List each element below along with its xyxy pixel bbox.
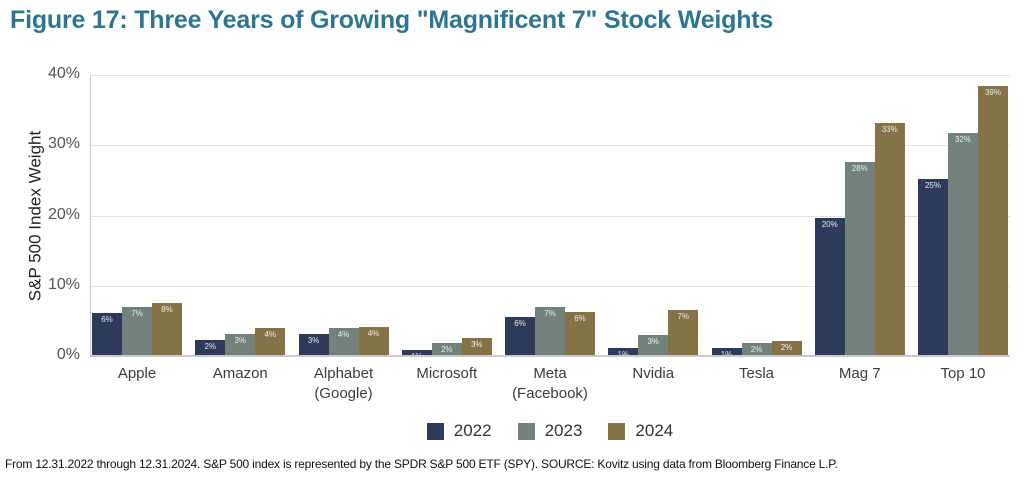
- y-tick-label: 10%: [47, 275, 80, 293]
- y-axis-line: [90, 75, 91, 356]
- y-axis-ticks: 0% 10% 20% 30% 40%: [0, 0, 80, 483]
- bar-value-label: 4%: [367, 328, 380, 338]
- legend-swatch: [517, 422, 535, 440]
- gridline: [90, 145, 1010, 147]
- bar-value-label: 1%: [402, 352, 432, 356]
- bar-value-label: 39%: [984, 88, 1001, 98]
- bar-value-label: 6%: [101, 315, 113, 325]
- x-category-label: Apple: [117, 365, 157, 382]
- y-axis-title: S&P 500 Index Weight: [25, 130, 45, 302]
- legend-swatch: [608, 422, 626, 440]
- bar-2023: 3%: [225, 333, 256, 356]
- bar-2024: 4%: [255, 327, 286, 356]
- legend-swatch: [426, 422, 444, 440]
- bar-group: 20% 28% 33%: [814, 75, 905, 356]
- gridline: [90, 75, 1010, 76]
- bar-2022: 1%: [608, 347, 639, 356]
- bar-value-label: 2%: [204, 341, 217, 351]
- bar-group: 6% 7% 8%: [92, 75, 182, 356]
- bar-value-label: 28%: [851, 164, 868, 174]
- x-category-label: Top 10: [940, 365, 986, 382]
- bar-value-label: 33%: [881, 124, 898, 134]
- bar-2022: 2%: [195, 339, 226, 356]
- bar-2024: 2%: [771, 340, 802, 356]
- bar-2023: 3%: [638, 334, 669, 356]
- bar-group: 1% 2% 2%: [711, 75, 802, 356]
- bar-2024: 6%: [565, 311, 595, 356]
- bar-group: 1% 3% 7%: [608, 75, 699, 356]
- bar-value-label: 25%: [924, 180, 941, 190]
- bar-value-label: 6%: [514, 318, 526, 328]
- bar-value-label: 8%: [161, 304, 173, 314]
- y-tick-label: 20%: [47, 205, 80, 223]
- bar-2024: 39%: [978, 86, 1008, 356]
- bar-group: 3% 4% 4%: [298, 75, 389, 356]
- x-category-label: Microsoft: [416, 365, 478, 382]
- bar-value-label: 4%: [264, 329, 277, 339]
- y-tick-label: 30%: [47, 135, 80, 153]
- bar-2023: 7%: [122, 306, 152, 356]
- bar-group: 25% 32% 39%: [918, 75, 1008, 356]
- y-tick-label: 40%: [47, 65, 80, 82]
- gridline: [90, 285, 1010, 287]
- bar-value-label: 3%: [307, 336, 320, 346]
- bar-2022: 20%: [814, 218, 845, 356]
- x-category-label: Amazon: [212, 365, 268, 382]
- bar-value-label: 3%: [647, 336, 660, 346]
- legend-label: 2024: [635, 421, 674, 440]
- bar-group: 1% 2% 3%: [401, 75, 492, 356]
- gridline: [90, 215, 1010, 217]
- legend-item-2024: 2024: [608, 421, 673, 441]
- bar-value-label: 7%: [677, 311, 690, 321]
- bar-2023: 2%: [431, 342, 462, 356]
- source-footnote: From 12.31.2022 through 12.31.2024. S&P …: [5, 457, 838, 471]
- bar-2022: 6%: [92, 313, 122, 356]
- bar-2022: 25%: [918, 178, 948, 356]
- bar-value-label: 32%: [954, 135, 971, 145]
- bar-2023: 32%: [948, 133, 978, 356]
- bar-value-label: 4%: [337, 329, 350, 339]
- legend-item-2022: 2022: [426, 421, 492, 441]
- x-category-label: Alphabet (Google): [313, 365, 374, 403]
- bar-group: 6% 7% 6%: [505, 75, 595, 356]
- figure-title: Figure 17: Three Years of Growing "Magni…: [10, 6, 774, 34]
- bar-2024: 33%: [874, 122, 905, 356]
- bar-value-label: 2%: [750, 344, 763, 354]
- bar-value-label: 3%: [470, 339, 483, 349]
- bar-2023: 4%: [328, 327, 359, 356]
- bar-value-label: 1%: [720, 350, 733, 356]
- bar-value-label: 1%: [617, 349, 630, 356]
- bar-value-label: 7%: [544, 308, 556, 318]
- bar-group: 2% 3% 4%: [195, 75, 286, 356]
- bar-2023: 28%: [844, 162, 875, 356]
- bar-2024: 8%: [152, 302, 182, 356]
- bar-2022: 6%: [505, 316, 535, 356]
- chart-plot-area: 6% 7% 8% 2% 3% 4% 3% 4% 4% 1% 2% 3% 6% 7% 6% 1% 3% 7% 1% 2%…: [90, 75, 1010, 356]
- chart-legend: 2022 2023 2024: [90, 421, 1010, 441]
- legend-label: 2022: [453, 421, 492, 440]
- bar-2023: 2%: [741, 342, 772, 356]
- y-tick-label: 0%: [56, 346, 80, 363]
- legend-item-2023: 2023: [517, 421, 583, 441]
- bar-2023: 7%: [535, 306, 565, 356]
- x-axis-baseline: [90, 355, 1010, 357]
- bar-value-label: 3%: [234, 335, 247, 345]
- legend-label: 2023: [544, 421, 583, 440]
- bar-2024: 3%: [461, 337, 492, 356]
- x-category-label: Tesla: [738, 365, 775, 382]
- bar-value-label: 20%: [821, 220, 838, 230]
- bar-2022: 1%: [711, 348, 742, 356]
- bar-value-label: 7%: [131, 308, 143, 318]
- bar-value-label: 2%: [440, 344, 453, 354]
- bar-2024: 7%: [668, 309, 699, 356]
- bar-2022: 3%: [298, 334, 329, 356]
- bar-value-label: 2%: [780, 342, 793, 352]
- bar-value-label: 6%: [574, 313, 586, 323]
- x-category-label: Mag 7: [838, 365, 881, 382]
- x-category-label: Nvidia: [632, 365, 675, 382]
- bar-2024: 4%: [358, 326, 389, 356]
- bar-2022: 1%: [401, 349, 432, 356]
- x-category-label: Meta (Facebook): [512, 365, 588, 403]
